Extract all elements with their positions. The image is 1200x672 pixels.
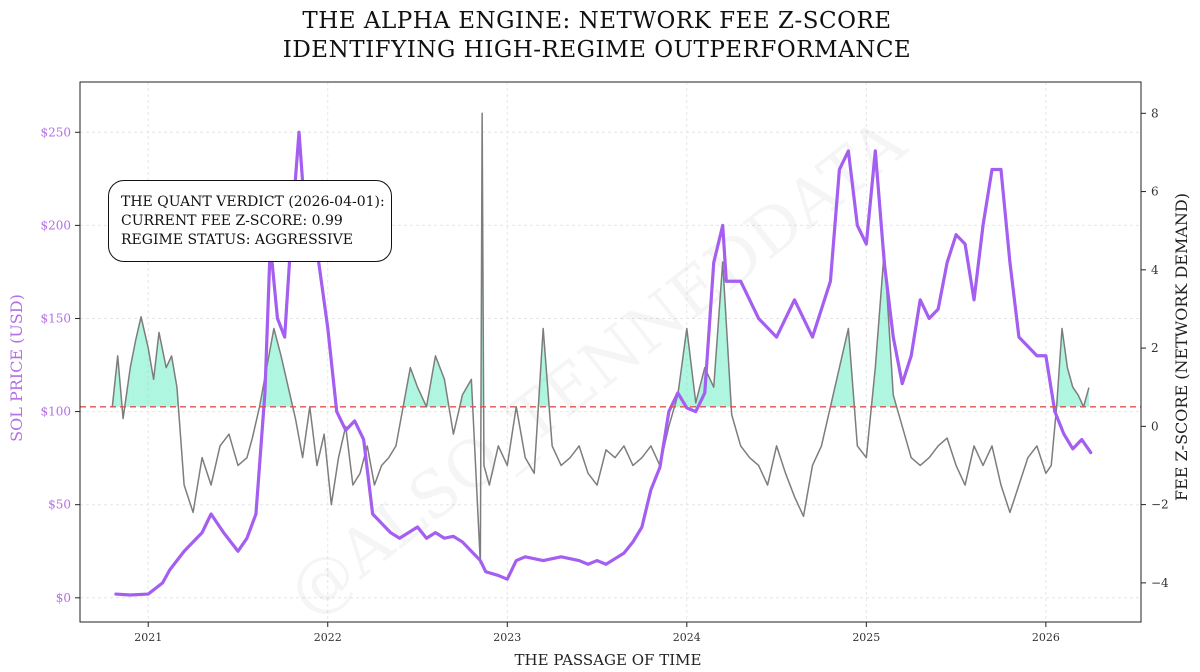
x-tick-label: 2024 [673,631,701,644]
right-tick-label: 0 [1151,419,1159,433]
verdict-line-1: THE QUANT VERDICT (2026-04-01): [121,194,385,210]
high-regime-area [839,328,849,407]
high-regime-area [462,379,472,407]
high-regime-area [1072,387,1079,407]
zscore-series [111,112,1090,565]
left-tick-label: $0 [56,591,71,605]
right-tick-label: 2 [1151,341,1159,355]
chart-title: THE ALPHA ENGINE: NETWORK FEE Z-SCORE ID… [283,8,911,63]
high-regime-area [130,340,136,407]
right-tick-label: 4 [1151,263,1159,277]
y-axis-label-right: FEE Z-SCORE (NETWORK DEMAND) [1172,193,1191,501]
x-tick-label: 2021 [134,631,162,644]
high-regime-area [166,355,172,407]
verdict-line-2: CURRENT FEE Z-SCORE: 0.99 [121,213,343,229]
high-regime-area [410,367,418,407]
right-axis: −4 −2 0 2 4 6 8 [1141,106,1169,590]
high-regime-area [148,348,154,407]
left-tick-label: $250 [40,125,71,139]
x-axis: 2021 2022 2023 2024 2025 2026 [134,622,1060,644]
high-regime-area [1067,367,1073,407]
left-tick-label: $100 [40,405,71,419]
high-regime-area [158,332,167,407]
chart-title-line-2: IDENTIFYING HIGH-REGIME OUTPERFORMANCE [283,37,911,63]
plot-frame [79,81,1142,623]
left-tick-label: $150 [40,311,71,325]
left-tick-label: $50 [48,498,71,512]
left-tick-label: $200 [40,218,71,232]
right-tick-label: 8 [1151,106,1159,120]
high-regime-area [273,328,282,407]
high-regime-area [153,332,159,407]
high-regime-area [171,355,177,407]
verdict-line-3: REGIME STATUS: AGGRESSIVE [121,232,353,248]
right-tick-label: −2 [1151,498,1169,512]
left-axis: $0 $50 $100 $150 $200 $250 [40,125,80,605]
x-tick-label: 2022 [314,631,342,644]
high-regime-area [141,316,149,407]
quant-verdict-annotation: THE QUANT VERDICT (2026-04-01): CURRENT … [108,180,392,262]
high-regime-area [281,355,289,407]
y-axis-label-left: SOL PRICE (USD) [7,294,26,442]
high-regime-area [435,355,445,407]
x-tick-label: 2026 [1032,631,1060,644]
zscore-line [111,112,1090,565]
chart-title-line-1: THE ALPHA ENGINE: NETWORK FEE Z-SCORE [302,8,891,34]
x-axis-label: THE PASSAGE OF TIME [515,651,702,669]
high-regime-area [1062,328,1068,407]
high-regime-area [135,316,142,407]
right-tick-label: −4 [1151,576,1169,590]
right-tick-label: 6 [1151,185,1159,199]
x-tick-label: 2025 [852,631,880,644]
x-tick-label: 2023 [493,631,521,644]
high-regime-area [266,328,274,407]
